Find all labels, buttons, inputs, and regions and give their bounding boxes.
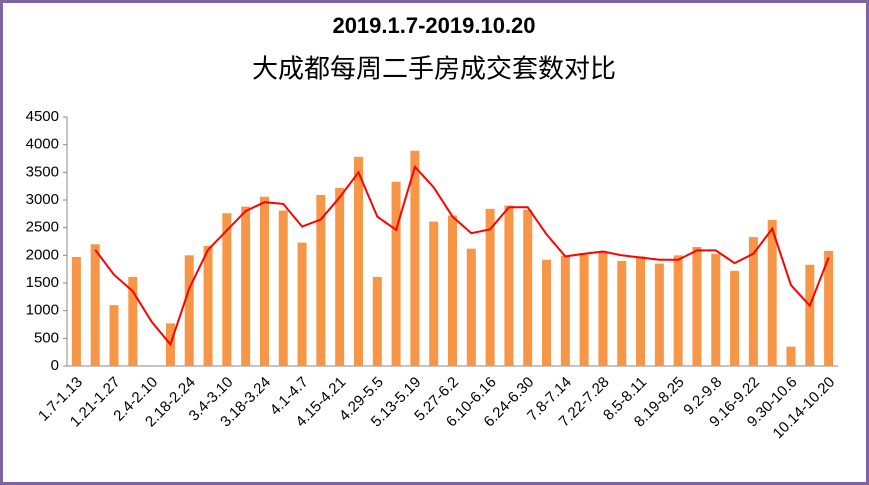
bar bbox=[71, 256, 81, 366]
bar bbox=[297, 242, 307, 366]
bar bbox=[504, 205, 514, 366]
bar bbox=[410, 150, 420, 366]
bar bbox=[711, 253, 721, 366]
y-tick-label: 4500 bbox=[26, 108, 59, 125]
y-tick-label: 1000 bbox=[26, 302, 59, 319]
chart-title: 2019.1.7-2019.10.20 bbox=[332, 13, 535, 38]
bar bbox=[184, 255, 194, 366]
bar bbox=[636, 256, 646, 366]
bar bbox=[579, 253, 589, 366]
y-tick-label: 2000 bbox=[26, 246, 59, 263]
y-tick-label: 2500 bbox=[26, 219, 59, 236]
bar bbox=[353, 156, 363, 366]
bar bbox=[109, 305, 119, 366]
bar bbox=[466, 248, 476, 366]
bar bbox=[767, 219, 777, 366]
bar bbox=[259, 196, 269, 366]
bar bbox=[617, 260, 627, 366]
bar bbox=[90, 244, 100, 366]
bar bbox=[748, 237, 758, 366]
y-tick-label: 500 bbox=[34, 329, 59, 346]
bar bbox=[542, 259, 552, 366]
bar bbox=[824, 250, 834, 366]
bar bbox=[391, 181, 401, 366]
bar bbox=[485, 208, 495, 366]
bar bbox=[805, 264, 815, 366]
bar bbox=[523, 209, 533, 366]
y-tick-label: 3500 bbox=[26, 163, 59, 180]
y-tick-label: 3000 bbox=[26, 191, 59, 208]
y-tick-label: 0 bbox=[51, 357, 59, 374]
bar bbox=[222, 213, 232, 366]
bar bbox=[654, 263, 664, 366]
bar bbox=[673, 255, 683, 366]
bar bbox=[316, 195, 326, 366]
bar bbox=[692, 247, 702, 366]
bar bbox=[429, 221, 439, 366]
bar bbox=[786, 346, 796, 366]
line bbox=[94, 164, 830, 347]
bar bbox=[241, 206, 251, 366]
bar bbox=[203, 245, 213, 366]
bar bbox=[335, 187, 345, 366]
y-tick-label: 4000 bbox=[26, 136, 59, 153]
bar bbox=[730, 270, 740, 366]
bar bbox=[448, 215, 457, 366]
bar bbox=[560, 255, 570, 366]
y-tick-label: 1500 bbox=[26, 274, 59, 291]
bar bbox=[278, 210, 288, 366]
chart-subtitle: 大成都每周二手房成交套数对比 bbox=[252, 55, 616, 85]
bar bbox=[598, 251, 608, 366]
bar bbox=[372, 276, 382, 366]
bar bbox=[128, 276, 138, 366]
